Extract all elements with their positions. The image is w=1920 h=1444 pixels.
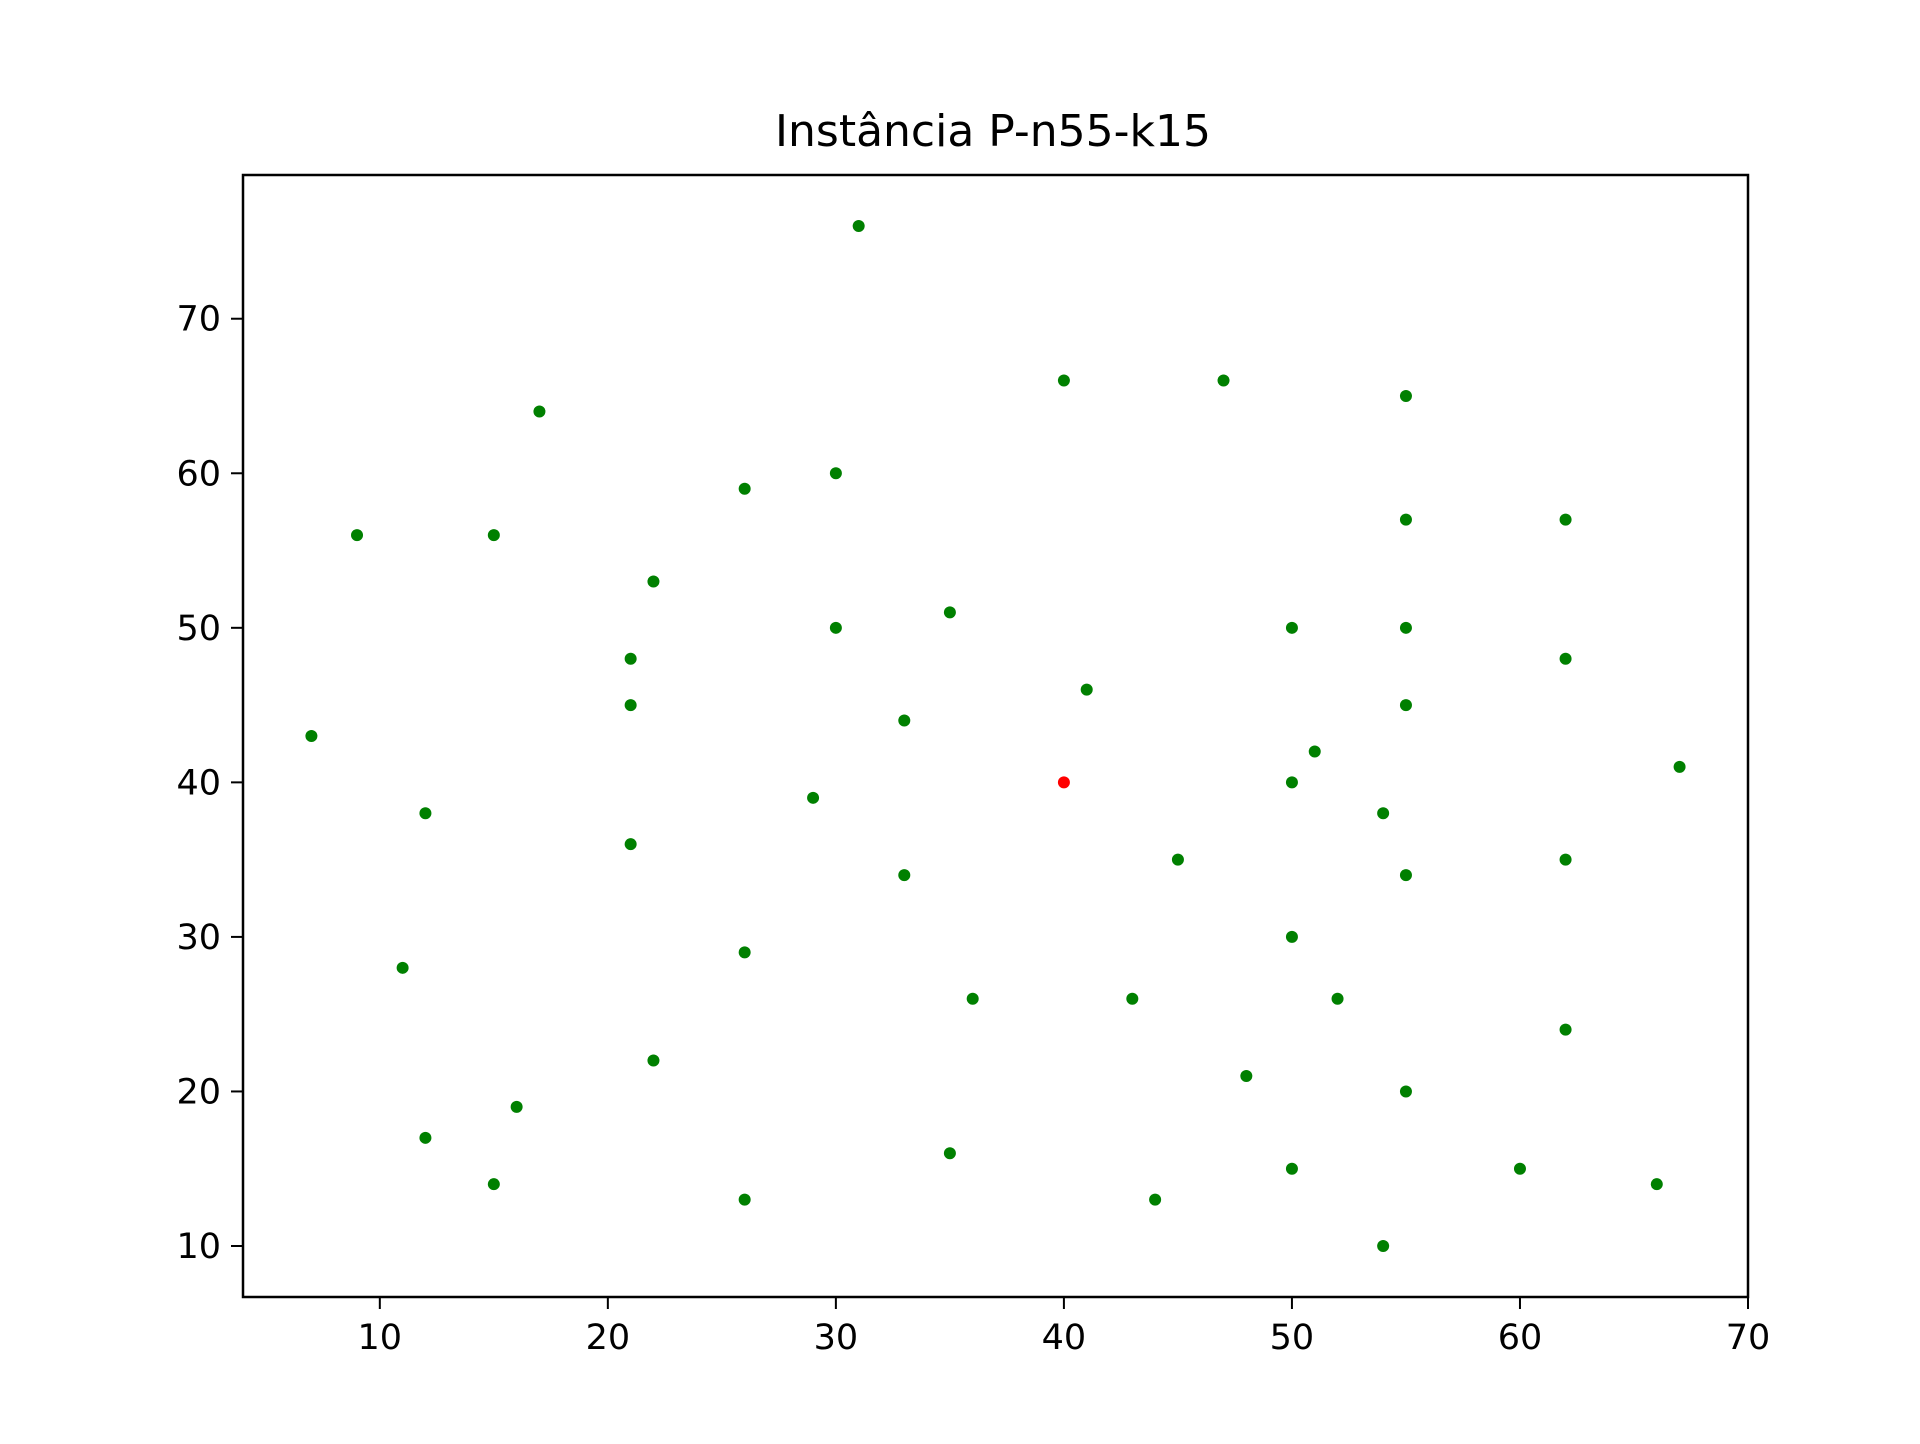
customer-point bbox=[487, 1178, 500, 1191]
customer-point bbox=[807, 791, 820, 804]
customer-point bbox=[738, 946, 751, 959]
customer-point bbox=[533, 405, 546, 418]
x-tick-label: 50 bbox=[1270, 1318, 1315, 1358]
customer-point bbox=[852, 220, 865, 232]
customer-point bbox=[647, 1054, 660, 1067]
customer-point bbox=[1126, 992, 1139, 1005]
y-tick-label: 10 bbox=[176, 1227, 221, 1267]
customer-point bbox=[1285, 930, 1298, 943]
customer-point bbox=[1308, 745, 1321, 758]
customer-point bbox=[1377, 1240, 1390, 1252]
y-tick-label: 50 bbox=[176, 609, 221, 649]
customer-point bbox=[1331, 992, 1344, 1005]
customer-point bbox=[1399, 390, 1412, 402]
customer-point bbox=[1399, 513, 1412, 526]
depot-point bbox=[1057, 776, 1070, 789]
customer-point bbox=[510, 1100, 523, 1113]
customer-point bbox=[829, 467, 842, 480]
x-tick-label: 20 bbox=[586, 1318, 631, 1358]
customer-point bbox=[898, 714, 911, 727]
x-tick-label: 30 bbox=[814, 1318, 859, 1358]
customer-point bbox=[305, 730, 318, 742]
y-tick-label: 30 bbox=[176, 918, 221, 958]
y-tick-label: 60 bbox=[176, 454, 221, 494]
customer-point bbox=[624, 699, 637, 712]
customer-point bbox=[1285, 776, 1298, 789]
customer-point bbox=[1399, 621, 1412, 634]
y-tick-label: 70 bbox=[176, 300, 221, 340]
customer-point bbox=[966, 992, 979, 1005]
customer-point bbox=[1399, 699, 1412, 712]
customer-point bbox=[1080, 683, 1093, 696]
customer-point bbox=[829, 621, 842, 634]
x-tick-label: 70 bbox=[1726, 1318, 1771, 1358]
customer-point bbox=[1559, 652, 1572, 665]
customer-point bbox=[1057, 374, 1070, 387]
customer-point bbox=[1399, 1085, 1412, 1098]
y-tick-label: 20 bbox=[176, 1072, 221, 1112]
customer-point bbox=[1285, 1162, 1298, 1175]
customer-point bbox=[1217, 374, 1230, 387]
customer-point bbox=[647, 575, 660, 588]
x-axis: 10 20 30 40 50 60 70 bbox=[358, 1297, 1771, 1358]
customer-point bbox=[1513, 1162, 1526, 1175]
customer-point bbox=[396, 961, 409, 974]
customer-point bbox=[624, 838, 637, 851]
customer-point bbox=[1650, 1178, 1663, 1191]
customer-point bbox=[1171, 853, 1184, 866]
customer-point bbox=[487, 529, 500, 542]
y-tick-label: 40 bbox=[176, 763, 221, 803]
customer-point bbox=[1285, 621, 1298, 634]
customer-point bbox=[1240, 1070, 1253, 1082]
customer-point bbox=[624, 652, 637, 665]
customer-point bbox=[738, 1193, 751, 1206]
customer-point bbox=[1149, 1193, 1162, 1206]
customer-point bbox=[898, 869, 911, 882]
customer-point bbox=[738, 482, 751, 495]
customer-point bbox=[943, 1147, 956, 1160]
chart-title: Instância P-n55-k15 bbox=[775, 106, 1211, 157]
y-axis: 10 20 30 40 50 60 70 bbox=[176, 300, 243, 1267]
customer-point bbox=[351, 529, 364, 542]
customer-point bbox=[1559, 513, 1572, 526]
x-tick-label: 40 bbox=[1042, 1318, 1087, 1358]
customer-point bbox=[943, 606, 956, 619]
customer-point bbox=[1377, 807, 1390, 820]
plot-frame bbox=[241, 173, 1750, 1299]
x-tick-label: 60 bbox=[1498, 1318, 1543, 1358]
customer-point bbox=[1559, 1023, 1572, 1036]
customer-point bbox=[419, 1131, 432, 1144]
customer-point bbox=[1673, 760, 1686, 773]
customer-point bbox=[419, 807, 432, 820]
customer-point bbox=[1399, 869, 1412, 882]
data-points bbox=[305, 220, 1686, 1252]
customer-point bbox=[1559, 853, 1572, 866]
x-tick-label: 10 bbox=[358, 1318, 403, 1358]
